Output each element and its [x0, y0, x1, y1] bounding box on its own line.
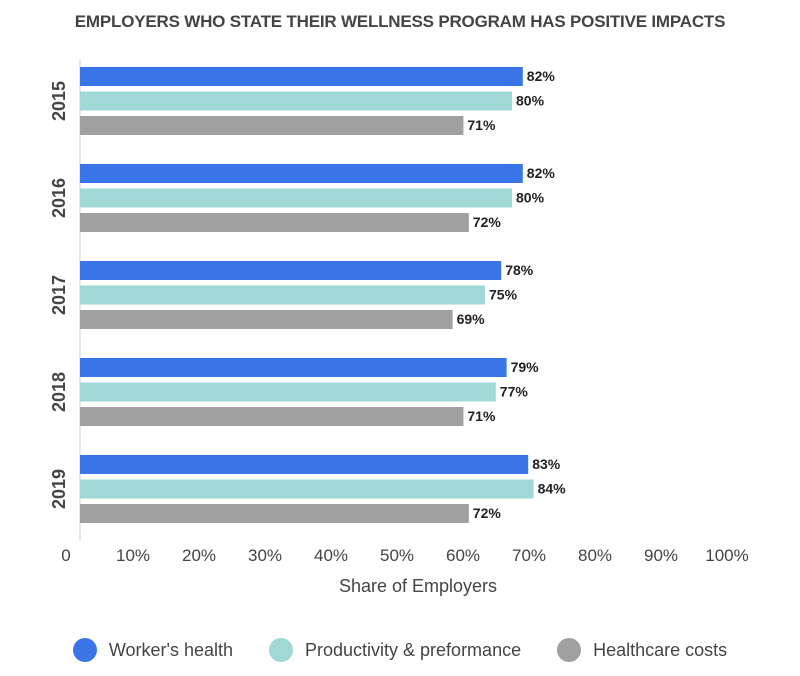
- x-tick-label: 100%: [705, 546, 748, 565]
- data-label: 80%: [516, 190, 545, 206]
- data-label: 75%: [489, 287, 518, 303]
- bar-healthcare-costs-2019: [80, 504, 469, 523]
- legend-label: Healthcare costs: [593, 639, 728, 660]
- data-label: 69%: [457, 311, 486, 327]
- bar-healthcare-costs-2017: [80, 310, 453, 329]
- x-tick-label: 20%: [182, 546, 216, 565]
- data-label: 77%: [500, 384, 529, 400]
- legend: Worker's health Productivity & preforman…: [0, 638, 800, 662]
- x-tick-label: 0: [61, 546, 70, 565]
- legend-swatch-healthcare-costs: [557, 638, 582, 662]
- bar-productivity-preformance-2016: [80, 188, 512, 208]
- data-label: 79%: [511, 359, 540, 375]
- bar-worker-s-health-2017: [80, 261, 502, 280]
- data-label: 82%: [527, 165, 556, 181]
- legend-item-productivity: Productivity & preformance: [269, 638, 521, 662]
- data-label: 78%: [505, 262, 534, 278]
- legend-item-healthcare-costs: Healthcare costs: [557, 638, 727, 662]
- bar-healthcare-costs-2018: [80, 407, 464, 426]
- bar-healthcare-costs-2016: [80, 213, 469, 232]
- data-label: 83%: [532, 456, 561, 472]
- x-tick-label: 40%: [314, 546, 348, 565]
- category-label: 2018: [49, 372, 69, 412]
- bar-worker-s-health-2016: [80, 164, 523, 183]
- x-tick-label: 30%: [248, 546, 282, 565]
- bar-worker-s-health-2015: [80, 67, 523, 86]
- data-label: 82%: [527, 68, 556, 84]
- x-tick-label: 90%: [644, 546, 678, 565]
- legend-swatch-productivity: [269, 638, 293, 662]
- data-label: 71%: [467, 117, 496, 133]
- bar-productivity-preformance-2019: [80, 479, 534, 499]
- legend-item-workers-health: Worker's health: [72, 638, 233, 662]
- x-tick-label: 10%: [116, 546, 150, 565]
- x-tick-label: 70%: [512, 546, 546, 565]
- legend-label: Productivity & preformance: [305, 639, 522, 660]
- bar-productivity-preformance-2018: [80, 382, 496, 402]
- x-tick-label: 60%: [446, 546, 480, 565]
- chart-title: EMPLOYERS WHO STATE THEIR WELLNESS PROGR…: [74, 12, 726, 31]
- x-axis-title: Share of Employers: [339, 576, 497, 596]
- bar-worker-s-health-2018: [80, 358, 507, 377]
- data-label: 80%: [516, 93, 545, 109]
- x-tick-label: 50%: [380, 546, 414, 565]
- legend-label: Worker's health: [108, 639, 233, 660]
- x-tick-label: 80%: [578, 546, 612, 565]
- data-label: 84%: [538, 481, 567, 497]
- bar-productivity-preformance-2015: [80, 91, 512, 111]
- data-label: 71%: [467, 408, 496, 424]
- data-label: 72%: [473, 214, 502, 230]
- data-label: 72%: [473, 505, 502, 521]
- category-label: 2015: [49, 81, 69, 121]
- category-label: 2017: [49, 275, 69, 315]
- category-label: 2016: [49, 178, 69, 218]
- legend-swatch-workers-health: [72, 638, 97, 662]
- bar-productivity-preformance-2017: [80, 285, 485, 305]
- bar-healthcare-costs-2015: [80, 116, 464, 135]
- bar-worker-s-health-2019: [80, 455, 529, 474]
- category-label: 2019: [49, 469, 69, 509]
